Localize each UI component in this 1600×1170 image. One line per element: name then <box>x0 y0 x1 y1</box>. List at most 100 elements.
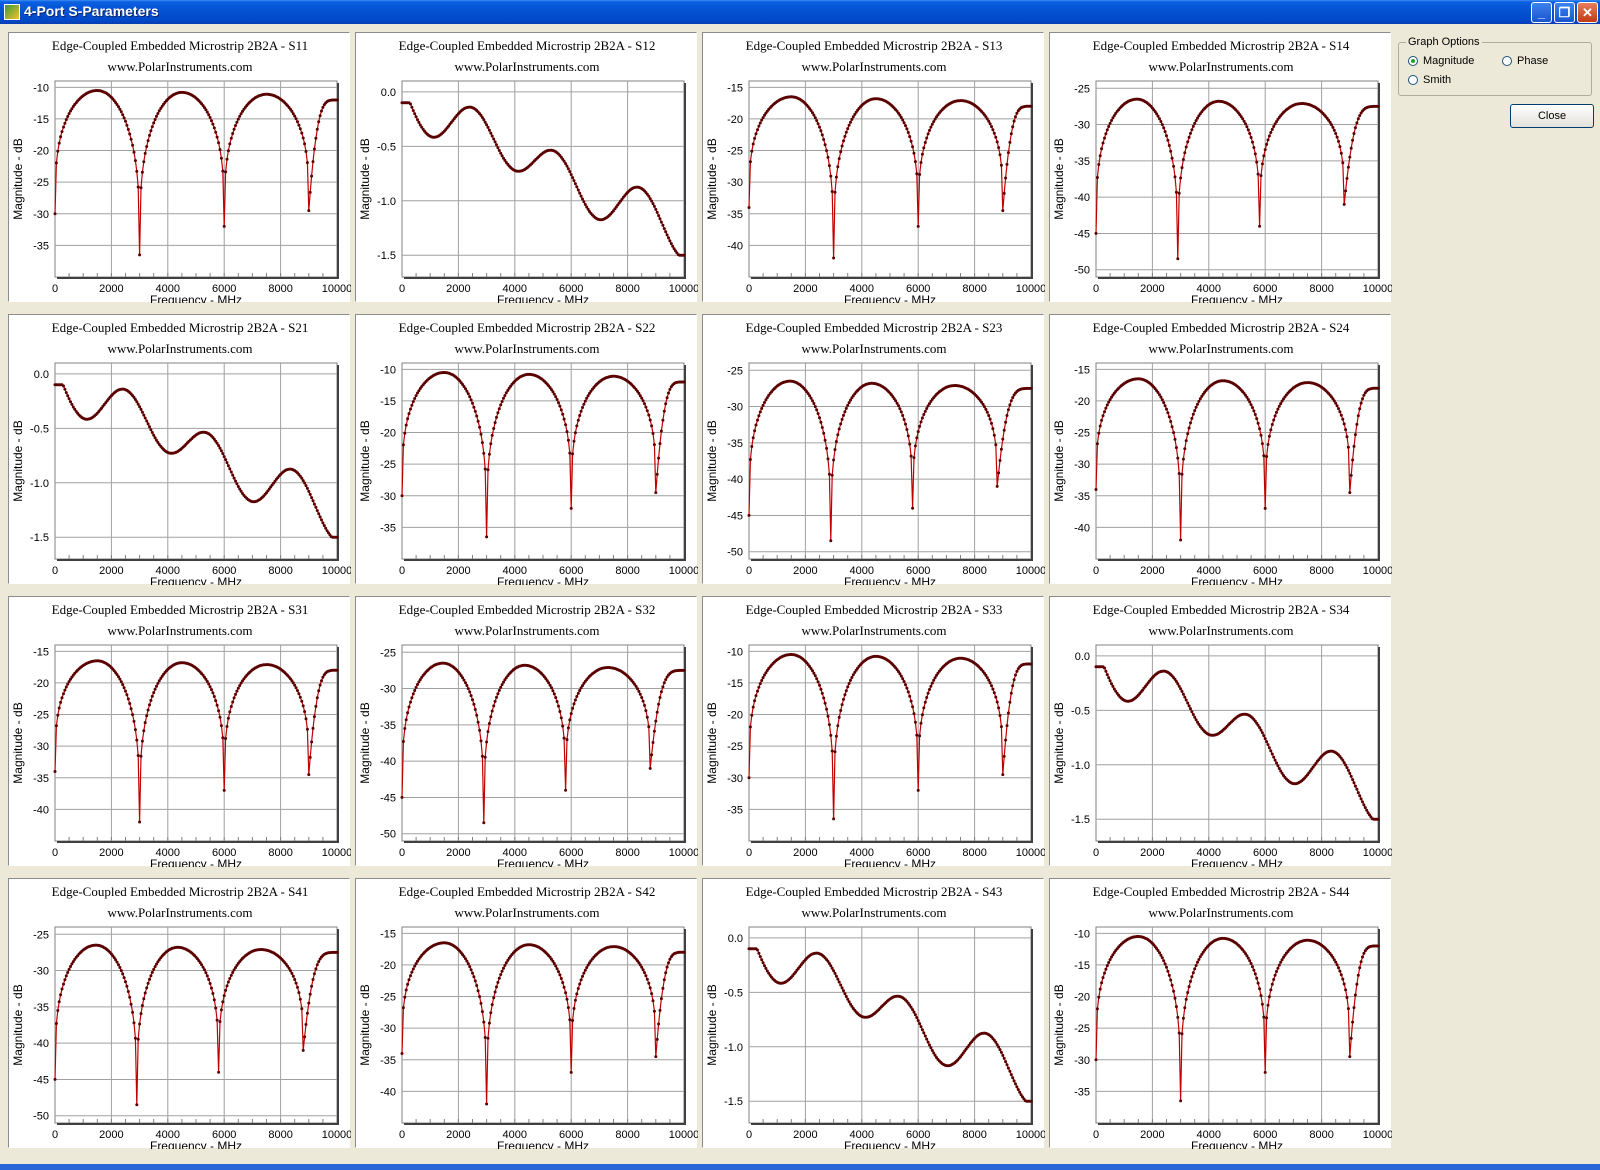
data-point <box>661 223 665 227</box>
close-button[interactable]: Close <box>1510 104 1594 128</box>
data-point <box>554 964 558 968</box>
data-point <box>1194 405 1198 409</box>
data-point <box>920 152 924 156</box>
radio-phase[interactable]: Phase <box>1502 55 1548 67</box>
data-point <box>136 754 140 757</box>
data-point <box>758 410 762 414</box>
data-point <box>1002 191 1006 195</box>
chart-svg: Edge-Coupled Embedded Microstrip 2B2A - … <box>1052 38 1392 303</box>
data-point <box>1170 156 1174 160</box>
data-point <box>1176 1015 1180 1019</box>
data-point <box>581 684 584 688</box>
y-tick-label: -30 <box>1074 1055 1090 1067</box>
data-point <box>747 206 751 209</box>
data-point <box>842 989 845 993</box>
data-point <box>911 506 915 510</box>
data-point <box>465 389 469 393</box>
chart-subtitle: www.PolarInstruments.com <box>1148 905 1293 920</box>
data-point <box>1335 963 1339 967</box>
minimize-button[interactable]: _ <box>1531 2 1552 23</box>
data-point <box>1194 119 1198 123</box>
data-point <box>990 684 993 688</box>
data-point <box>218 148 222 152</box>
data-point <box>753 136 757 140</box>
radio-magnitude-dot[interactable] <box>1408 56 1418 66</box>
data-point <box>925 136 929 140</box>
x-tick-label: 6000 <box>559 847 583 859</box>
data-point <box>1262 1015 1266 1019</box>
x-axis-label: Frequency - MHz <box>844 1139 936 1149</box>
chart-title: Edge-Coupled Embedded Microstrip 2B2A - … <box>1093 884 1350 899</box>
data-point <box>751 142 755 146</box>
radio-smith-dot[interactable] <box>1408 75 1418 85</box>
data-point <box>400 494 404 498</box>
data-point <box>747 513 751 517</box>
data-point <box>818 683 821 687</box>
data-point <box>1002 1056 1006 1060</box>
data-point <box>232 127 236 131</box>
data-point <box>1170 425 1174 429</box>
data-point <box>1245 395 1249 399</box>
y-tick-label: -30 <box>727 177 743 189</box>
data-point <box>67 397 71 401</box>
data-point <box>217 141 221 145</box>
data-point <box>414 685 418 689</box>
data-point <box>67 967 71 971</box>
graph-options-group <box>1398 42 1592 96</box>
data-point <box>652 1009 656 1013</box>
close-window-button[interactable]: ✕ <box>1577 2 1598 23</box>
data-point <box>224 170 228 174</box>
data-point <box>928 1043 931 1047</box>
data-point <box>997 146 1001 150</box>
data-point <box>1272 125 1276 128</box>
data-point <box>305 1011 309 1015</box>
data-point <box>1277 963 1281 967</box>
y-tick-label: -15 <box>33 646 49 658</box>
data-point <box>658 1008 662 1012</box>
data-point <box>335 668 339 672</box>
data-point <box>764 671 768 675</box>
data-point <box>1187 426 1191 430</box>
data-point <box>1345 996 1349 999</box>
data-point <box>502 680 505 684</box>
data-point <box>236 117 240 121</box>
data-point <box>750 149 754 153</box>
data-point <box>1179 176 1183 180</box>
data-point <box>933 676 937 680</box>
data-point <box>992 131 996 135</box>
data-point <box>404 423 408 427</box>
data-point <box>1097 163 1101 166</box>
data-point <box>124 980 127 984</box>
data-point <box>215 1018 219 1022</box>
data-point <box>851 115 855 119</box>
maximize-button[interactable]: ❐ <box>1554 2 1575 23</box>
data-point <box>1006 408 1010 412</box>
data-point <box>585 396 589 400</box>
data-point <box>485 1102 489 1106</box>
data-point <box>837 157 841 161</box>
data-point <box>818 125 821 129</box>
data-point <box>1197 958 1201 961</box>
data-point <box>819 129 823 133</box>
data-point <box>575 695 579 698</box>
data-point <box>1181 457 1185 461</box>
data-point <box>138 1022 142 1026</box>
data-point <box>926 404 930 408</box>
data-point <box>1273 122 1277 126</box>
data-point <box>1112 114 1116 118</box>
app-icon <box>4 4 20 20</box>
data-point <box>1376 944 1380 948</box>
data-point <box>318 114 322 118</box>
data-point <box>1100 147 1104 151</box>
x-tick-label: 10000 <box>1363 283 1392 295</box>
data-point <box>754 694 758 698</box>
data-point <box>490 1003 494 1007</box>
radio-smith[interactable]: Smith <box>1408 74 1451 86</box>
radio-phase-dot[interactable] <box>1502 56 1512 66</box>
data-point <box>644 405 648 409</box>
data-point <box>550 686 553 690</box>
x-tick-label: 6000 <box>1253 283 1277 295</box>
data-point <box>407 705 411 709</box>
radio-magnitude[interactable]: Magnitude <box>1408 55 1474 67</box>
data-point <box>650 992 654 996</box>
